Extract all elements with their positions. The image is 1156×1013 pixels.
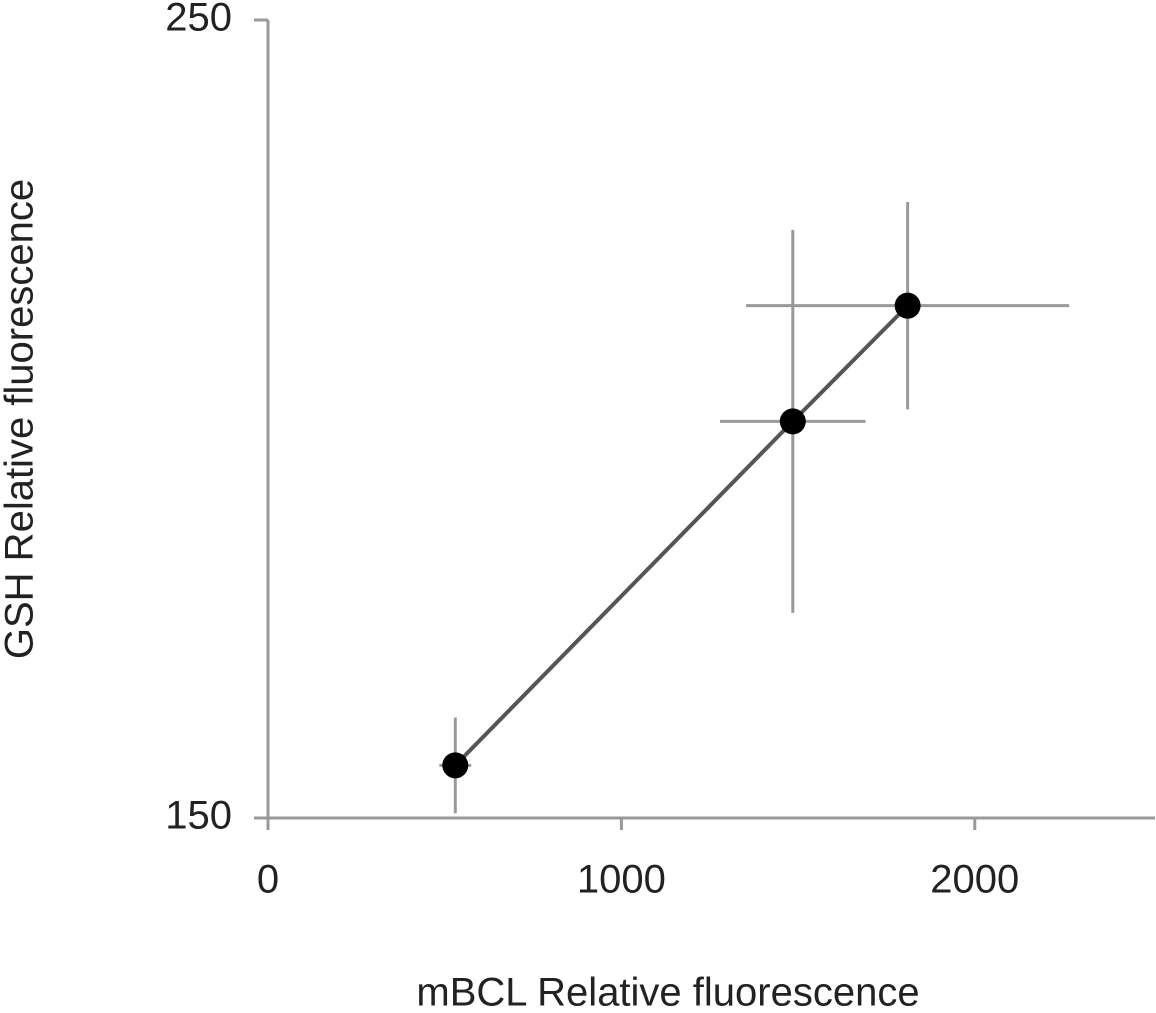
data-point <box>894 292 921 319</box>
y-axis-label: GSH Relative fluorescence <box>0 179 42 659</box>
x-axis-label: mBCL Relative fluorescence <box>416 971 919 1013</box>
data-point <box>442 752 469 779</box>
connecting-line <box>453 304 910 767</box>
data-point <box>779 408 806 435</box>
y-tick-label: 150 <box>165 794 232 838</box>
x-tick-label: 1000 <box>577 858 666 902</box>
y-tick-label: 250 <box>165 0 232 40</box>
x-tick-label: 2000 <box>930 858 1019 902</box>
x-tick-label: 0 <box>257 858 279 902</box>
